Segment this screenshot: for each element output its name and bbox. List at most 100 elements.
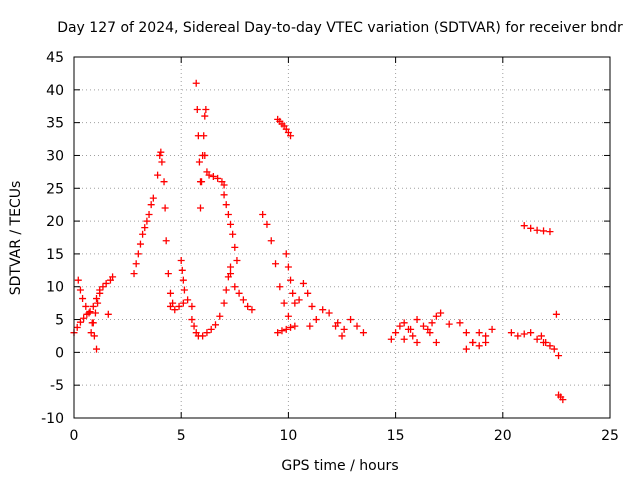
data-point [80, 314, 88, 322]
data-point [199, 332, 207, 340]
data-point [291, 322, 299, 330]
data-point [413, 339, 421, 347]
data-point [537, 332, 545, 340]
x-tick-label: 10 [279, 428, 297, 444]
data-point [164, 270, 172, 278]
data-point [179, 299, 187, 307]
data-point [555, 352, 563, 360]
data-point [149, 194, 157, 202]
data-point [178, 266, 186, 274]
data-point [284, 263, 292, 271]
data-point [353, 322, 361, 330]
data-point [244, 302, 252, 310]
data-point [475, 329, 483, 337]
data-point [291, 299, 299, 307]
data-point [276, 283, 284, 291]
x-tick-label: 5 [177, 428, 186, 444]
data-point [212, 321, 220, 329]
data-point [143, 217, 151, 225]
grid-lines [74, 57, 610, 418]
y-tick-label: -5 [50, 378, 64, 394]
data-point [527, 329, 535, 337]
data-point [166, 302, 174, 310]
data-point [409, 332, 417, 340]
data-point [166, 289, 174, 297]
data-point [419, 322, 427, 330]
axis-ticks [73, 56, 611, 419]
x-tick-labels: 0 5 10 15 20 25 [70, 428, 619, 444]
data-point [162, 237, 170, 245]
data-point [533, 226, 541, 234]
data-point [552, 310, 560, 318]
x-tick-label: 25 [601, 428, 619, 444]
data-point [231, 283, 239, 291]
data-point [233, 256, 241, 264]
data-point [177, 256, 185, 264]
data-point [227, 220, 235, 228]
data-point [200, 132, 208, 140]
data-point [192, 79, 200, 87]
data-point [89, 302, 97, 310]
data-point [469, 339, 477, 347]
data-point [216, 312, 224, 320]
data-point [396, 322, 404, 330]
data-point [201, 112, 209, 120]
y-tick-label: 30 [46, 148, 64, 164]
data-point [96, 289, 104, 297]
data-point [179, 276, 187, 284]
data-point [533, 335, 541, 343]
data-point [287, 276, 295, 284]
data-point [141, 224, 149, 232]
data-point [400, 335, 408, 343]
data-point [214, 174, 222, 182]
y-tick-label: 35 [46, 116, 64, 132]
y-tick-label: 0 [55, 345, 64, 361]
data-point [205, 171, 213, 179]
data-point [550, 345, 558, 353]
data-point [157, 148, 165, 156]
data-point [203, 329, 211, 337]
x-tick-label: 0 [70, 428, 79, 444]
data-point [462, 345, 470, 353]
data-point [220, 299, 228, 307]
data-point [235, 289, 243, 297]
data-point [145, 211, 153, 219]
data-point [102, 279, 110, 287]
data-point [274, 329, 282, 337]
data-point [387, 335, 395, 343]
data-point [299, 279, 307, 287]
data-point [147, 201, 155, 209]
data-point [85, 309, 93, 317]
data-point [87, 329, 95, 337]
data-point [475, 342, 483, 350]
data-point [104, 310, 112, 318]
data-point [231, 243, 239, 251]
data-point [90, 332, 98, 340]
data-point [76, 318, 84, 326]
data-point [407, 325, 415, 333]
data-point [74, 276, 82, 284]
data-point [220, 181, 228, 189]
y-tick-label: 15 [46, 247, 64, 263]
data-point [287, 323, 295, 331]
data-point [280, 299, 288, 307]
data-point [130, 270, 138, 278]
data-point [201, 151, 209, 159]
data-point [287, 132, 295, 140]
data-point [392, 329, 400, 337]
data-point [134, 250, 142, 258]
data-point [175, 302, 183, 310]
y-tick-label: 40 [46, 83, 64, 99]
data-point [282, 250, 290, 258]
data-point [222, 286, 230, 294]
plot-frame [73, 56, 611, 419]
data-point [195, 158, 203, 166]
data-point [263, 220, 271, 228]
data-point [188, 302, 196, 310]
data-point [188, 316, 196, 324]
data-point [89, 319, 97, 327]
data-point [527, 224, 535, 232]
x-tick-label: 20 [494, 428, 512, 444]
data-point [227, 263, 235, 271]
data-point [312, 316, 320, 324]
